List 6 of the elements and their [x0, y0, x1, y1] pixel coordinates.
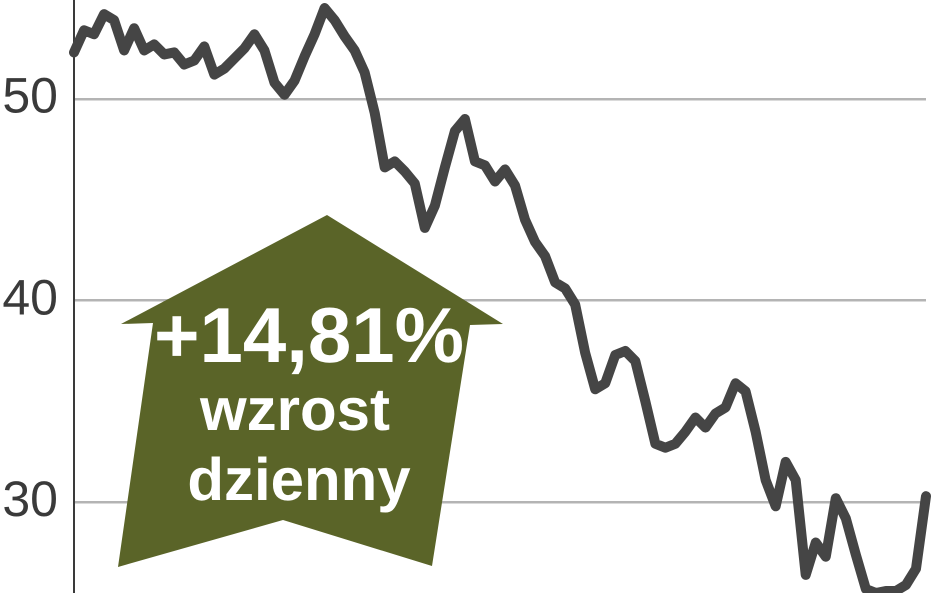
annotation: wzrost: [198, 376, 390, 443]
annotation: dzienny: [187, 446, 412, 513]
annotation: +14,81%: [154, 291, 464, 379]
y-tick-label: 50: [2, 68, 58, 124]
y-tick-label: 40: [2, 269, 58, 326]
y-tick-label: 30: [2, 471, 58, 528]
